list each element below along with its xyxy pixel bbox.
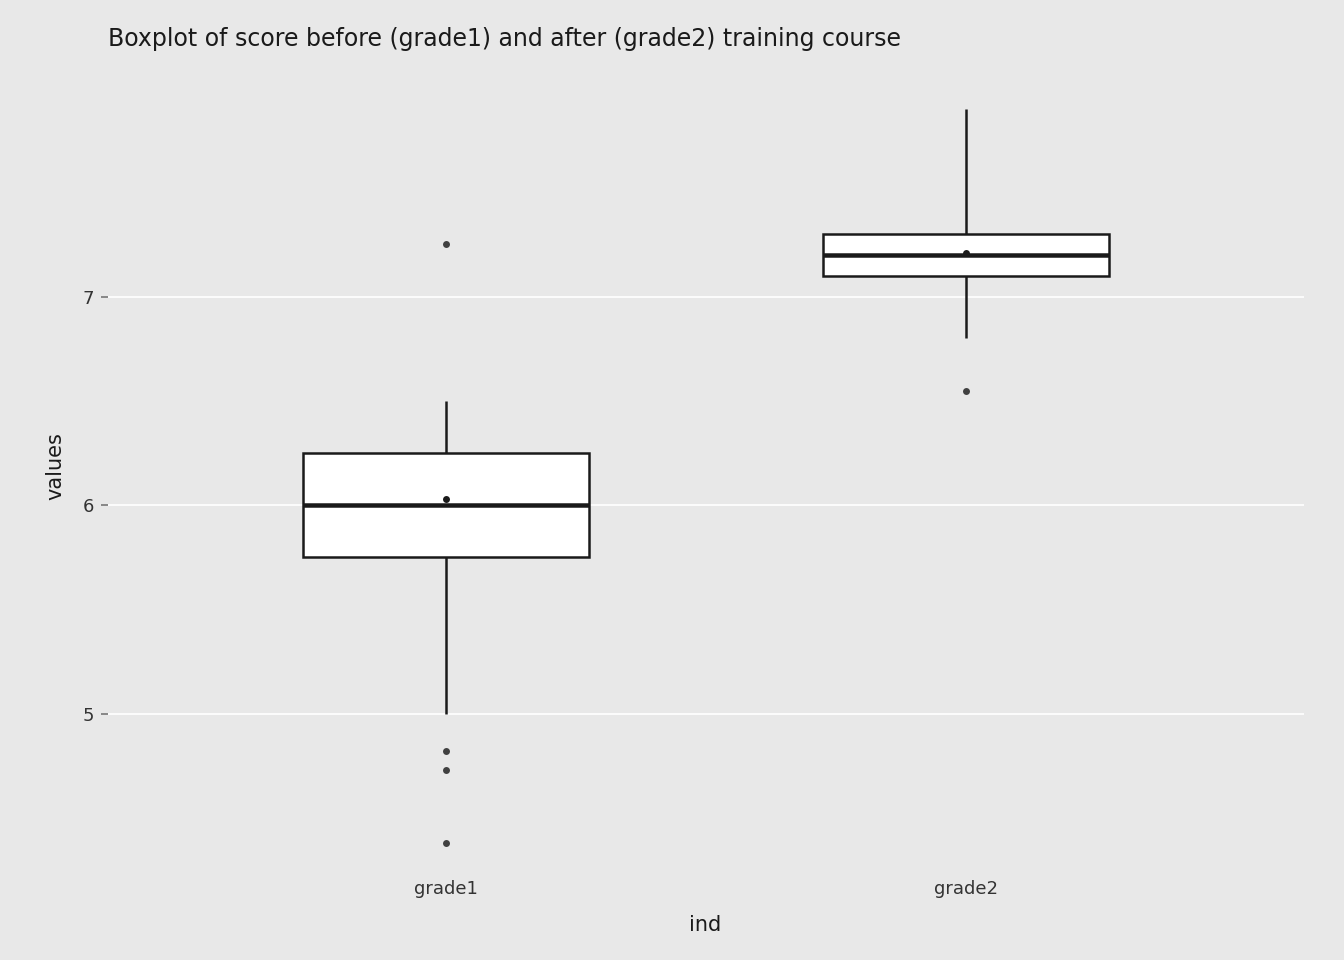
FancyBboxPatch shape — [302, 453, 589, 558]
Text: Boxplot of score before (grade1) and after (grade2) training course: Boxplot of score before (grade1) and aft… — [108, 28, 900, 52]
Y-axis label: values: values — [46, 432, 66, 499]
X-axis label: ind: ind — [689, 915, 722, 935]
FancyBboxPatch shape — [823, 234, 1109, 276]
